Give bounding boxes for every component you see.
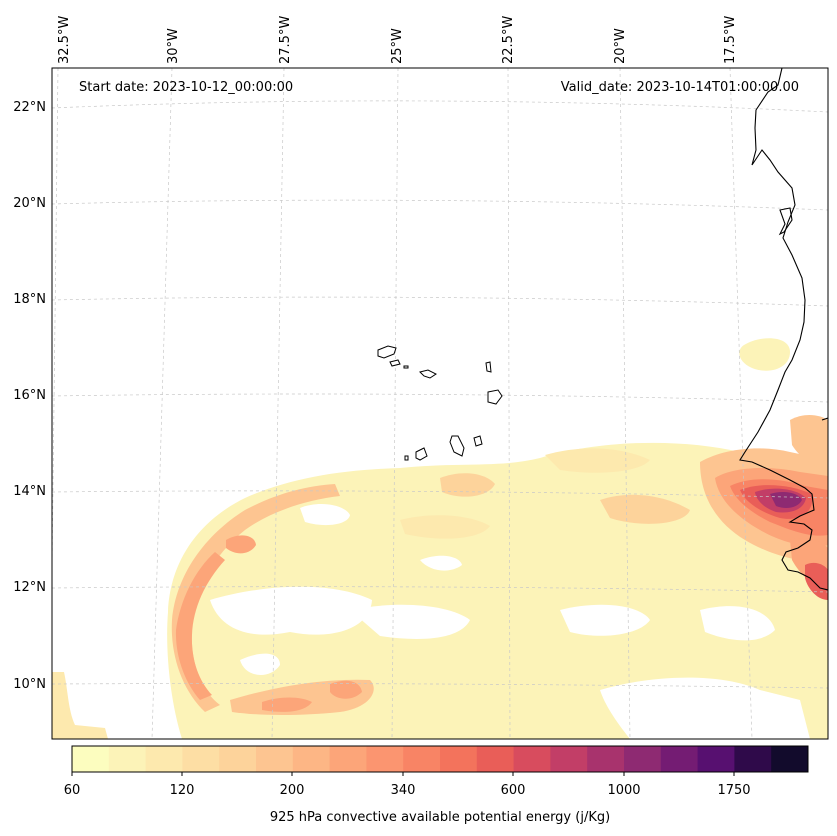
colorbar-cell <box>550 746 588 772</box>
lat-label: 22°N <box>13 100 46 115</box>
colorbar-cell <box>587 746 625 772</box>
lon-label: 32.5°W <box>57 16 72 64</box>
colorbar-ticks <box>71 772 735 776</box>
colorbar-tick-label: 60 <box>64 783 81 798</box>
colorbar-tick-label: 340 <box>391 783 416 798</box>
lon-label: 17.5°W <box>723 16 738 64</box>
colorbar-tick-label: 200 <box>280 783 305 798</box>
colorbar-cell <box>476 746 515 772</box>
coastlines <box>739 68 828 591</box>
start-date-label: Start date: 2023-10-12_00:00:00 <box>79 80 293 95</box>
cape-field <box>52 338 828 739</box>
colorbar-cell <box>660 746 699 772</box>
colorbar-tick-label: 1000 <box>607 783 640 798</box>
colorbar-cell <box>182 746 220 772</box>
lon-label: 20°W <box>613 28 628 64</box>
colorbar-cell <box>108 746 147 772</box>
colorbar-cell <box>403 746 441 772</box>
lat-label: 18°N <box>13 292 46 307</box>
colorbar-cell <box>292 746 331 772</box>
colorbar: 60 120 200 340 600 1000 1750 925 hPa con… <box>64 745 809 825</box>
lat-label: 20°N <box>13 196 46 211</box>
map-frame <box>51 67 829 740</box>
colorbar-frame <box>71 745 809 773</box>
longitude-labels: 32.5°W 30°W 27.5°W 25°W 22.5°W 20°W 17.5… <box>57 16 738 64</box>
colorbar-cell <box>734 746 772 772</box>
cape-verde-islands <box>377 345 503 461</box>
colorbar-cell <box>440 746 478 772</box>
colorbar-cells <box>72 746 809 772</box>
colorbar-cell <box>366 746 404 772</box>
lon-label: 30°W <box>166 28 181 64</box>
graticule <box>52 68 828 739</box>
lat-label: 12°N <box>13 580 46 595</box>
colorbar-tick-label: 1750 <box>717 783 750 798</box>
colorbar-cell <box>256 746 294 772</box>
lon-label: 25°W <box>390 28 405 64</box>
lat-label: 10°N <box>13 677 46 692</box>
colorbar-tick-label: 600 <box>501 783 526 798</box>
colorbar-tick-label: 120 <box>170 783 195 798</box>
colorbar-cell <box>329 746 367 772</box>
lat-label: 14°N <box>13 484 46 499</box>
valid-date-label: Valid_date: 2023-10-14T01:00:00.00 <box>561 80 799 95</box>
colorbar-cell <box>697 746 735 772</box>
colorbar-cell <box>72 746 110 772</box>
lon-label: 22.5°W <box>501 16 516 64</box>
colorbar-cell <box>513 746 551 772</box>
colorbar-cell <box>624 746 662 772</box>
lon-label: 27.5°W <box>278 16 293 64</box>
colorbar-cell <box>145 746 183 772</box>
latitude-labels: 22°N 20°N 18°N 16°N 14°N 12°N 10°N <box>13 100 46 692</box>
lat-label: 16°N <box>13 388 46 403</box>
colorbar-title: 925 hPa convective available potential e… <box>270 810 610 825</box>
colorbar-cell <box>771 746 809 772</box>
colorbar-cell <box>219 746 257 772</box>
